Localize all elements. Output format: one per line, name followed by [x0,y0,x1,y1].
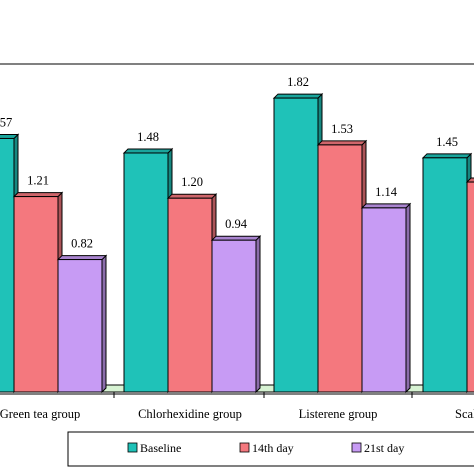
bar-front-baseline-green-tea-group [0,137,15,393]
category-label-green-tea: Green tea group [0,407,80,421]
bar-21st-day-chlorhexidine-group [210,234,262,394]
value-label-14th-day-listerene-group: 1.53 [331,122,353,136]
bar-front-baseline-listerene-group [273,97,319,393]
bar-front-baseline-chlorhexidine-group [123,152,169,393]
value-label-baseline-chlorhexidine-group: 1.48 [137,130,159,144]
legend-label-baseline: Baseline [140,441,181,455]
category-label-scaling: Scal [455,407,474,421]
bar-top-baseline-scaling-group [421,153,473,159]
bar-baseline-listerene-group [272,92,324,394]
bar-top-14th-day-listerene-group [316,140,368,146]
bar-top-21st-day-chlorhexidine-group [210,235,262,241]
value-label-baseline-green-tea-group: 57 [0,115,12,129]
bar-14th-day-scaling-group [465,177,474,393]
value-label-baseline-listerene-group: 1.82 [287,75,309,89]
bar-front-21st-day-green-tea-group [57,259,103,393]
value-label-14th-day-chlorhexidine-group: 1.20 [181,175,203,189]
value-label-21st-day-chlorhexidine-group: 0.94 [225,217,248,231]
bar-side-21st-day-green-tea-group [101,254,107,394]
legend-swatch-14th-day [239,442,250,453]
bar-front-21st-day-chlorhexidine-group [211,239,257,393]
bar-top-21st-day-green-tea-group [56,255,108,261]
x-ticks-group [113,392,413,398]
bar-21st-day-listerene-group [360,202,412,394]
value-label-14th-day-green-tea-group: 1.21 [27,174,49,188]
legend-swatch-baseline [127,442,138,453]
bar-14th-day-listerene-group [316,139,368,394]
legend-label-21st-day: 21st day [364,441,404,455]
legend: Baseline 14th day 21st day [67,431,474,467]
value-label-baseline-scaling-group: 1.45 [436,135,458,149]
bar-14th-day-chlorhexidine-group [166,192,218,394]
bar-14th-day-green-tea-group [12,191,64,394]
bar-top-21st-day-listerene-group [360,203,412,209]
bar-top-baseline-green-tea-group [0,133,20,139]
bar-front-21st-day-listerene-group [361,207,407,393]
bar-top-14th-day-chlorhexidine-group [166,193,218,199]
bar-side-21st-day-chlorhexidine-group [255,234,261,394]
value-label-21st-day-listerene-group: 1.14 [375,185,398,199]
bar-top-14th-day-scaling-group [465,177,474,183]
bar-side-21st-day-listerene-group [405,202,411,394]
bar-front-14th-day-green-tea-group [13,196,59,393]
value-labels-group: 57 1.21 0.82 1.48 1.20 0.94 1.82 1.53 1.14 1.45 [0,75,458,251]
bar-21st-day-green-tea-group [56,254,108,394]
legend-label-14th-day: 14th day [252,441,294,455]
bar-top-14th-day-green-tea-group [12,192,64,198]
bar-front-14th-day-listerene-group [317,144,363,393]
bar-front-14th-day-chlorhexidine-group [167,197,213,393]
bar-top-baseline-listerene-group [272,93,324,99]
category-label-chlorhexidine: Chlorhexidine group [138,407,242,421]
bar-front-14th-day-scaling-group [466,181,474,393]
bar-baseline-chlorhexidine-group [122,147,174,394]
category-label-listerene: Listerene group [299,407,378,421]
legend-swatch-21st-day [351,442,362,453]
bars-group [0,92,474,394]
bar-baseline-scaling-group [421,152,473,394]
bar-top-baseline-chlorhexidine-group [122,148,174,154]
value-label-21st-day-green-tea-group: 0.82 [71,237,93,251]
bar-front-baseline-scaling-group [422,157,468,393]
